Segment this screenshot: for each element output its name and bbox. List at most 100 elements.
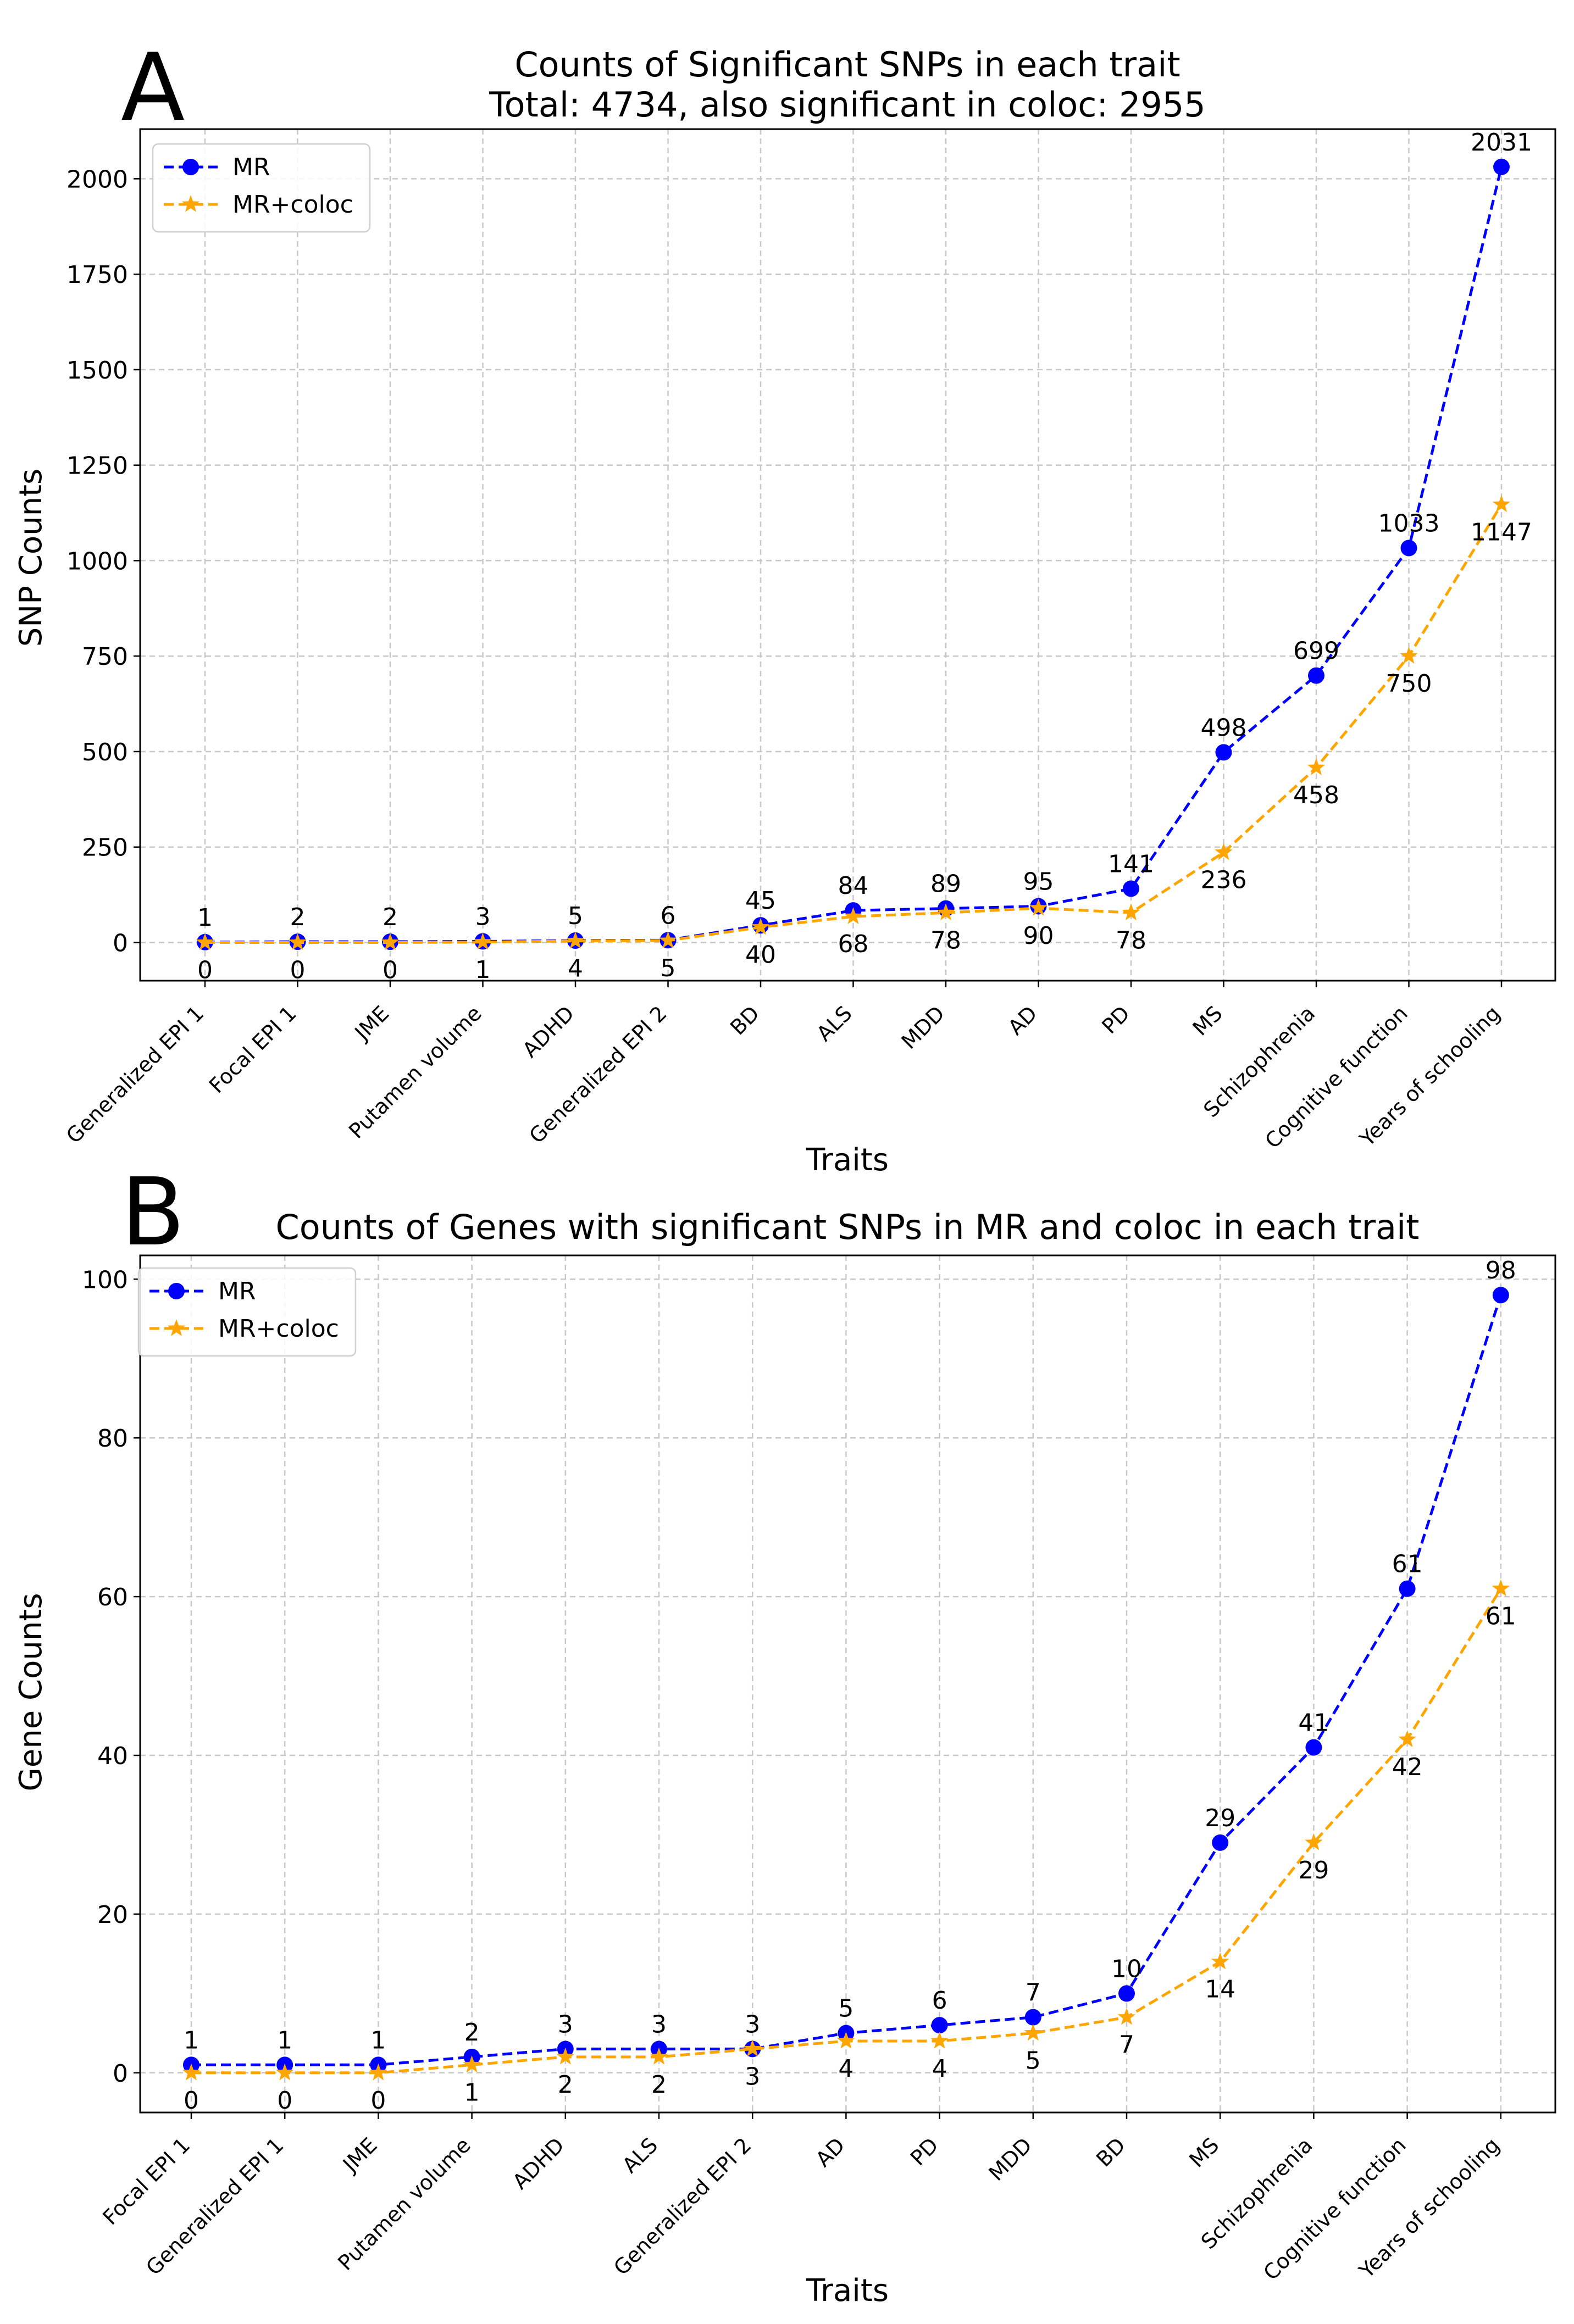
legend-box [137, 1267, 357, 1357]
data-point-mr [1493, 158, 1510, 175]
data-point-mr-coloc [1307, 758, 1326, 775]
data-label: 4 [932, 2055, 947, 2083]
y-tick-label: 1250 [66, 452, 128, 480]
data-label: 1 [277, 2026, 292, 2054]
legend-label: MR+coloc [232, 191, 353, 219]
data-label: 6 [932, 1987, 947, 2015]
y-tick-label: 20 [97, 1901, 128, 1929]
chart-b-ylabel: Gene Counts [13, 1593, 49, 1791]
data-label: 0 [370, 2087, 386, 2115]
data-point-mr-coloc [474, 932, 492, 950]
chart-a-xlabel: Traits [806, 1142, 889, 1178]
legend-box [152, 143, 371, 233]
y-tick-label: 100 [82, 1266, 128, 1294]
y-tick-label: 250 [82, 834, 128, 862]
data-label: 3 [475, 903, 491, 931]
chart-b-title: Counts of Genes with significant SNPs in… [276, 1207, 1420, 1247]
data-label: 1 [184, 2026, 199, 2054]
data-label: 2 [464, 2019, 480, 2047]
data-point-mr [1400, 540, 1417, 557]
data-label: 45 [745, 887, 776, 915]
data-point-mr-coloc [276, 2063, 294, 2081]
chart-a-subtitle: Total: 4734, also significant in coloc: … [489, 85, 1205, 125]
data-point-mr [1123, 880, 1139, 897]
data-point-mr-coloc [930, 2032, 949, 2049]
data-point-mr-coloc [1492, 495, 1511, 512]
data-label: 90 [1023, 922, 1054, 950]
data-point-mr-coloc [1398, 1730, 1416, 1747]
data-point-mr-coloc [556, 2047, 574, 2065]
y-tick-label: 1500 [66, 357, 128, 385]
data-label: 98 [1486, 1256, 1516, 1285]
plot-frame [139, 1254, 1556, 2114]
panel-label-b: B [121, 1158, 185, 1267]
data-point-mr [1024, 2009, 1041, 2026]
data-point-mr-coloc [837, 2032, 855, 2049]
data-point-mr-coloc [566, 931, 585, 949]
legend-marker-circle [182, 159, 199, 175]
chart-a: 025050075010001250150017502000Generalize… [62, 128, 1556, 1153]
data-label: 7 [1119, 2031, 1134, 2059]
data-point-mr [1492, 1287, 1509, 1304]
legend-marker-star [167, 1319, 186, 1336]
data-point-mr-coloc [751, 918, 770, 935]
data-point-mr [1212, 1834, 1229, 1851]
data-label: 89 [930, 870, 961, 898]
data-label: 141 [1108, 850, 1154, 878]
data-label: 3 [745, 2010, 760, 2038]
data-label: 14 [1205, 1976, 1235, 2004]
data-point-mr [1118, 1985, 1135, 2002]
y-tick-label: 40 [97, 1742, 128, 1770]
data-point-mr [1399, 1580, 1416, 1597]
data-label: 1 [464, 2078, 480, 2106]
chart-a-title: Counts of Significant SNPs in each trait [514, 45, 1180, 85]
data-label: 95 [1023, 868, 1054, 896]
data-label: 2031 [1471, 129, 1532, 157]
data-label: 699 [1293, 637, 1339, 665]
data-point-mr-coloc [1117, 2008, 1136, 2025]
series-line-1 [205, 503, 1503, 944]
data-label: 1 [475, 956, 491, 984]
legend-label: MR [218, 1277, 256, 1305]
data-point-mr-coloc [1029, 898, 1048, 916]
data-point-mr-coloc [1122, 903, 1140, 920]
data-point-mr-coloc [650, 2047, 668, 2065]
data-point-mr-coloc [1215, 843, 1233, 860]
data-label: 0 [290, 956, 306, 984]
data-label: 78 [1116, 926, 1146, 954]
data-point-mr-coloc [1305, 1833, 1323, 1850]
data-point-mr-coloc [1400, 647, 1418, 664]
data-point-mr-coloc [369, 2063, 387, 2081]
data-label: 42 [1392, 1753, 1423, 1781]
data-label: 84 [838, 872, 869, 900]
chart-a-ylabel: SNP Counts [13, 469, 49, 647]
data-label: 1 [370, 2026, 386, 2054]
data-label: 6 [661, 902, 676, 930]
data-label: 750 [1386, 670, 1432, 698]
data-label: 0 [184, 2087, 199, 2115]
data-label: 5 [838, 1995, 853, 2023]
data-label: 3 [745, 2062, 760, 2091]
data-label: 68 [838, 930, 869, 958]
data-label: 2 [383, 903, 398, 931]
data-label: 29 [1298, 1856, 1329, 1884]
data-label: 5 [1026, 2047, 1041, 2075]
legend-label: MR+coloc [218, 1315, 339, 1343]
data-point-mr-coloc [182, 2063, 201, 2081]
data-point-mr-coloc [936, 903, 955, 920]
data-label: 5 [661, 954, 676, 982]
data-point-mr [1308, 667, 1324, 684]
data-point-mr-coloc [381, 933, 400, 950]
y-tick-label: 1750 [66, 261, 128, 289]
legend-label: MR [232, 153, 270, 181]
chart-b-xlabel: Traits [806, 2273, 889, 2309]
data-label: 5 [568, 902, 583, 930]
data-label: 1033 [1378, 509, 1440, 537]
data-label: 40 [745, 941, 776, 969]
data-point-mr-coloc [196, 933, 214, 950]
legend-marker-circle [168, 1283, 185, 1299]
data-label: 236 [1201, 866, 1247, 894]
data-label: 0 [197, 956, 213, 984]
data-label: 0 [277, 2087, 292, 2115]
